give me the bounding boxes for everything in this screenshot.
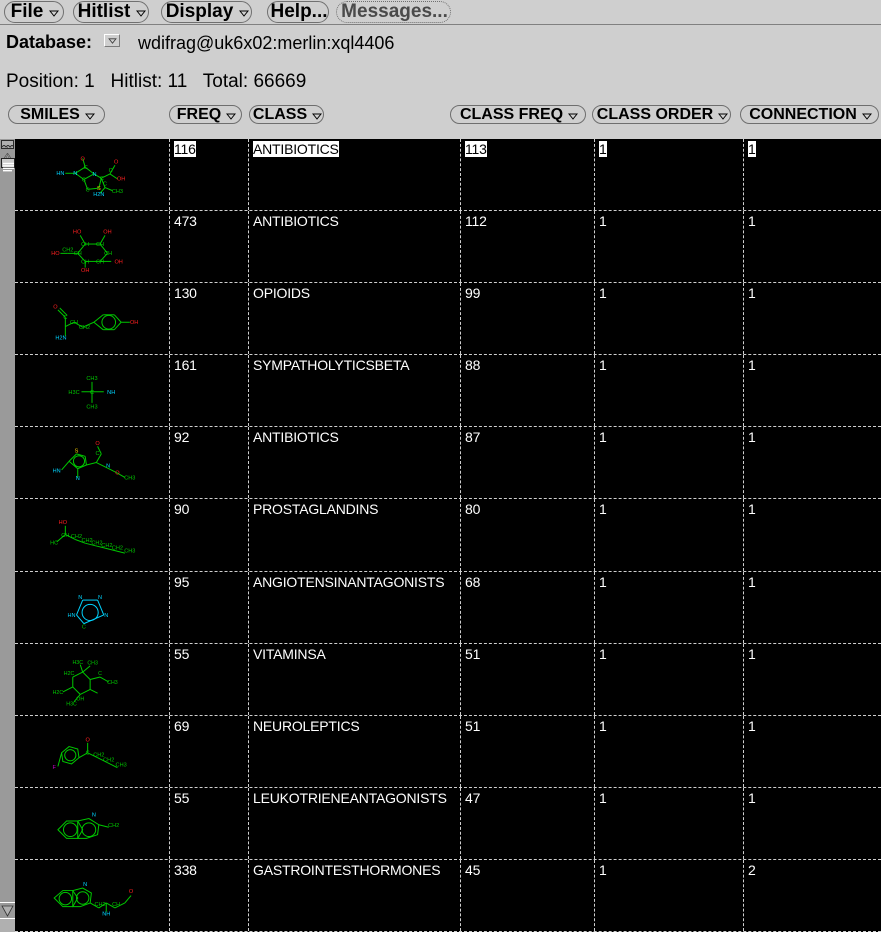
svg-text:N: N <box>73 171 77 177</box>
svg-text:CH2: CH2 <box>101 543 112 549</box>
svg-text:H3C: H3C <box>72 660 83 666</box>
svg-text:CH3: CH3 <box>116 762 127 768</box>
svg-text:CH: CH <box>61 533 69 539</box>
svg-text:CH2: CH2 <box>71 535 82 541</box>
svg-text:OH: OH <box>81 268 89 274</box>
svg-text:CH: CH <box>81 242 89 248</box>
svg-text:O: O <box>115 471 120 477</box>
svg-text:CH: CH <box>81 259 89 265</box>
svg-text:C: C <box>82 624 86 630</box>
svg-text:S: S <box>75 449 79 455</box>
svg-text:CH3: CH3 <box>86 405 97 411</box>
svg-text:H2N: H2N <box>93 192 104 198</box>
svg-text:CH: CH <box>104 251 112 257</box>
svg-text:OH: OH <box>103 230 111 236</box>
svg-text:N: N <box>76 476 80 482</box>
svg-text:H2C: H2C <box>64 671 75 677</box>
svg-text:CH2: CH2 <box>103 757 114 763</box>
svg-text:OH: OH <box>130 320 138 326</box>
svg-text:N: N <box>83 882 87 888</box>
svg-text:S: S <box>97 186 101 192</box>
svg-text:C: C <box>96 451 100 457</box>
svg-text:C: C <box>98 671 102 677</box>
svg-text:CH2: CH2 <box>94 902 105 908</box>
svg-text:CH3: CH3 <box>107 679 118 685</box>
svg-text:OH: OH <box>76 696 84 702</box>
svg-text:CH: CH <box>96 242 104 248</box>
svg-text:CH2: CH2 <box>112 546 123 552</box>
svg-text:O: O <box>85 737 90 743</box>
svg-text:H3C: H3C <box>68 391 79 397</box>
svg-text:CH3: CH3 <box>124 549 135 555</box>
svg-text:CH2: CH2 <box>62 248 73 254</box>
svg-text:CH: CH <box>74 251 82 257</box>
svg-text:C: C <box>90 391 94 397</box>
svg-text:C: C <box>109 168 113 174</box>
svg-text:HO: HO <box>51 251 60 257</box>
svg-text:CH3: CH3 <box>124 476 135 482</box>
svg-text:O: O <box>81 156 86 162</box>
svg-text:C: C <box>63 315 67 321</box>
svg-text:C: C <box>86 750 90 756</box>
svg-text:N: N <box>106 464 110 470</box>
svg-text:N: N <box>92 812 96 818</box>
svg-text:HO: HO <box>59 520 68 526</box>
svg-text:N: N <box>92 172 96 178</box>
svg-text:CH3: CH3 <box>112 189 123 195</box>
svg-text:CH: CH <box>96 259 104 265</box>
svg-text:N: N <box>98 594 102 600</box>
svg-text:CH2: CH2 <box>108 823 119 829</box>
svg-text:C: C <box>84 165 88 171</box>
svg-text:H3C: H3C <box>66 701 77 707</box>
svg-text:CH3: CH3 <box>86 376 97 382</box>
svg-text:O: O <box>95 442 100 448</box>
svg-text:OH: OH <box>114 259 122 265</box>
svg-text:HC: HC <box>50 541 58 547</box>
svg-text:CH: CH <box>112 902 120 908</box>
svg-text:N: N <box>78 594 82 600</box>
svg-text:N: N <box>104 612 108 618</box>
svg-text:O: O <box>129 889 134 895</box>
svg-text:NH: NH <box>102 911 110 917</box>
svg-text:C: C <box>82 177 86 183</box>
svg-text:NH: NH <box>107 391 115 397</box>
svg-text:CH2: CH2 <box>79 325 90 331</box>
svg-text:HN: HN <box>68 612 76 618</box>
svg-text:HN: HN <box>53 469 61 475</box>
svg-text:H2N: H2N <box>55 336 66 342</box>
svg-text:C: C <box>86 187 90 193</box>
svg-text:H2C: H2C <box>53 689 64 695</box>
svg-text:O: O <box>53 305 58 311</box>
svg-text:OH: OH <box>117 177 125 183</box>
svg-text:C: C <box>103 182 107 188</box>
svg-text:CH3: CH3 <box>87 660 98 666</box>
svg-text:CH: CH <box>70 320 78 326</box>
svg-text:O: O <box>114 159 119 165</box>
svg-text:F: F <box>52 765 56 771</box>
svg-text:HO: HO <box>73 230 82 236</box>
svg-text:HN: HN <box>56 171 64 177</box>
